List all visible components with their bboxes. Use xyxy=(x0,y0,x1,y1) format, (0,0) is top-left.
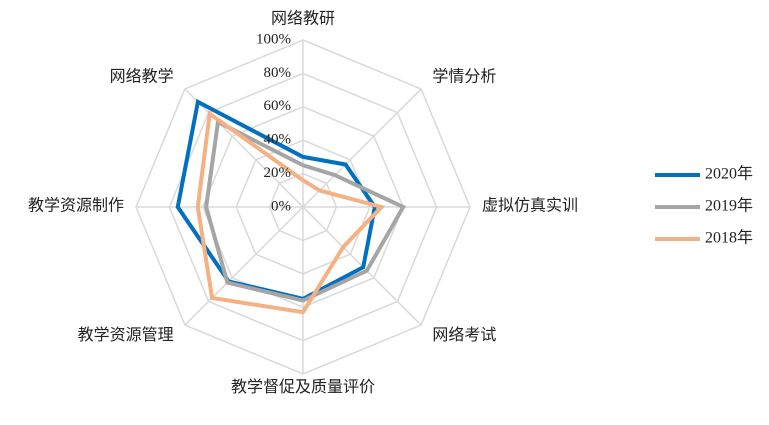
tick-label: 100% xyxy=(256,31,291,47)
category-label: 教学督促及质量评价 xyxy=(230,379,375,396)
category-label: 网络教研 xyxy=(271,9,335,28)
category-label: 网络考试 xyxy=(432,325,496,344)
tick-label: 80% xyxy=(264,65,292,81)
category-label: 网络教学 xyxy=(110,66,174,85)
legend-label: 2020年 xyxy=(705,165,753,183)
tick-label: 0% xyxy=(271,198,291,214)
legend-label: 2019年 xyxy=(705,197,753,215)
category-label: 教学资源管理 xyxy=(78,326,174,344)
category-label: 教学资源制作 xyxy=(28,197,124,215)
series-line xyxy=(204,118,407,303)
category-label: 虚拟仿真实训 xyxy=(482,197,578,215)
tick-label: 40% xyxy=(264,132,292,148)
category-label: 学情分析 xyxy=(432,67,496,85)
tick-label: 20% xyxy=(264,165,292,181)
tick-label: 60% xyxy=(264,98,292,114)
series-line xyxy=(195,110,386,315)
spoke xyxy=(184,206,304,326)
spoke xyxy=(302,88,422,208)
legend-label: 2018年 xyxy=(705,229,753,247)
spoke xyxy=(184,88,304,208)
